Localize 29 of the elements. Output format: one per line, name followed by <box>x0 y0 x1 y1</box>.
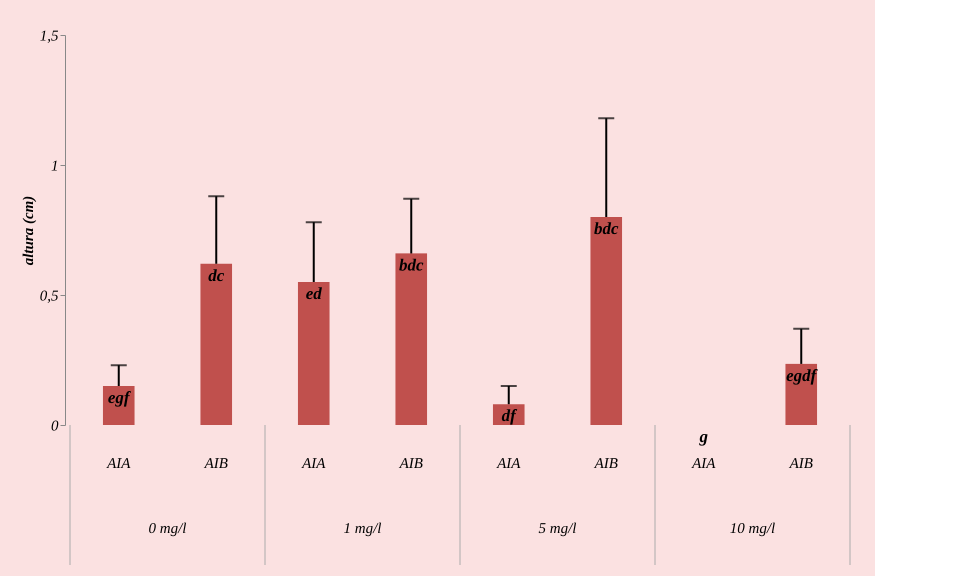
data-label: ed <box>306 284 322 303</box>
bar <box>200 264 232 425</box>
text: 0 mg/l <box>148 521 186 537</box>
y-tick-label: 0 <box>51 418 59 434</box>
x-tick-label: AIA <box>691 456 716 472</box>
x-tick-label: AIB <box>398 456 423 472</box>
y-axis-title: altura (cm) <box>20 196 37 266</box>
data-label: egdf <box>786 366 819 385</box>
bar <box>298 282 330 425</box>
data-label: bdc <box>398 255 424 274</box>
x-tick-label: AIB <box>788 456 813 472</box>
y-tick-label: 0,5 <box>40 288 59 304</box>
x-tick-label: AIA <box>301 456 326 472</box>
text: 10 mg/l <box>730 521 776 537</box>
data-label: egf <box>108 388 132 407</box>
bar <box>590 217 622 425</box>
x-tick-label: AIB <box>204 456 228 472</box>
y-tick-label: 1 <box>51 158 58 174</box>
data-label: g <box>698 427 708 446</box>
data-label: bdc <box>594 219 619 238</box>
text: 5 mg/l <box>538 521 576 537</box>
text: 1 mg/l <box>344 521 382 537</box>
y-tick-label: 1,5 <box>40 28 59 44</box>
data-label: dc <box>208 266 225 285</box>
bar <box>395 253 428 425</box>
x-tick-label: AIA <box>496 456 522 472</box>
x-tick-label: AIB <box>594 456 618 472</box>
x-tick-label: AIA <box>106 456 132 472</box>
data-label: df <box>502 406 518 426</box>
